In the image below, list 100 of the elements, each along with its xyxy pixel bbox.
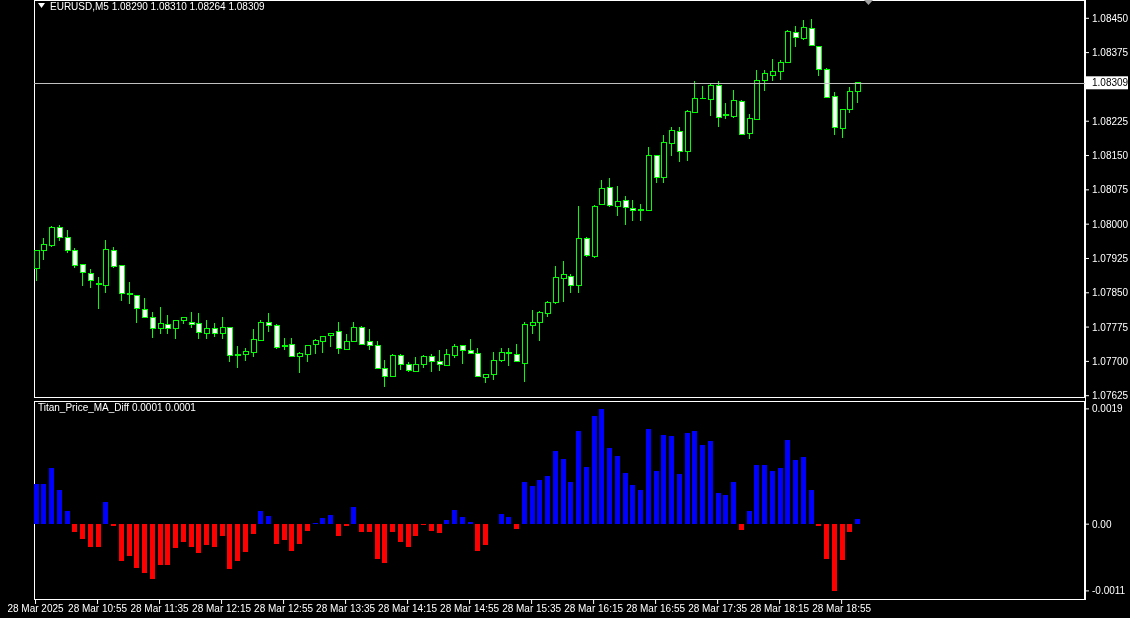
bar [359,524,364,533]
bar [739,524,744,531]
x-tick-label: 28 Mar 16:55 [626,603,686,614]
y-tick-label: 1.07700 [1092,355,1129,367]
y-tick-label: 1.07775 [1092,321,1129,333]
bar [840,524,845,560]
bar [212,524,217,548]
chart-title: EURUSD,M5 1.08290 1.08310 1.08264 1.08309 [50,1,266,12]
bar [274,524,279,545]
bar [196,524,201,554]
bar [57,489,62,525]
bar [754,465,759,525]
y-tick-label: 1.07925 [1092,252,1129,264]
bar [181,524,186,542]
bar [266,516,271,525]
y-tick-label: 1.08450 [1092,12,1129,24]
bar [731,481,736,525]
bar [568,481,573,525]
bar [677,473,682,525]
bar [785,440,790,525]
bar [847,524,852,533]
bar [382,524,387,563]
y-tick-label: 0.0019 [1092,403,1124,415]
bar [375,524,380,560]
bar [506,516,511,525]
bar [88,524,93,548]
x-tick-label: 28 Mar 13:35 [316,603,376,614]
bar [809,489,814,525]
bar [80,524,85,539]
bar [282,524,287,540]
bar [444,519,449,525]
bar [72,524,77,533]
x-tick-label: 28 Mar 15:35 [502,603,562,614]
bar [142,524,147,573]
bar [351,506,356,525]
y-tick-label: 1.07850 [1092,287,1129,299]
bar [669,436,674,525]
bar [127,524,132,556]
bar [530,485,535,525]
bar [646,428,651,525]
bar [801,457,806,525]
bar [576,431,581,525]
bar [150,524,155,579]
bar [41,483,46,525]
bar [700,445,705,525]
bar [623,472,628,525]
bar [437,524,442,534]
bar [220,524,225,537]
x-tick-label: 28 Mar 17:35 [688,603,748,614]
bar [747,510,752,525]
bar [165,524,170,565]
y-tick-label: 0.00 [1092,518,1112,530]
bar [103,501,108,525]
bar [832,524,837,591]
bar [429,524,434,531]
bar [96,524,101,548]
bar [638,489,643,525]
bar [514,524,519,530]
x-tick-label: 28 Mar 18:55 [812,603,872,614]
bar [235,524,240,562]
bar [692,431,697,525]
bar [708,441,713,525]
bar [367,524,372,533]
bar [398,524,403,542]
bar [824,524,829,560]
bar [305,524,310,532]
bar [654,470,659,525]
bar [49,468,54,525]
candlestick [87,268,94,289]
bar [522,481,527,525]
bar [65,510,70,525]
bar [778,468,783,525]
bar [204,524,209,546]
bar [475,524,480,552]
bar [630,484,635,525]
x-tick-label: 28 Mar 14:55 [440,603,500,614]
bar [483,524,488,546]
y-tick-label: 1.08375 [1092,47,1129,59]
bar [855,519,860,525]
bar [537,480,542,525]
bar [258,510,263,525]
bar [227,524,232,570]
bar [134,524,139,569]
y-tick-label: 1.08075 [1092,184,1129,196]
bar [251,524,256,534]
x-tick-label: 28 Mar 16:15 [564,603,624,614]
bar [793,460,798,525]
y-tick-label: -0.0011 [1092,585,1126,597]
bar [762,465,767,525]
bar [119,524,124,561]
bar [406,524,411,548]
x-tick-label: 28 Mar 12:15 [192,603,252,614]
x-tick-label: 28 Mar 2025 [7,603,65,614]
x-tick-label: 28 Mar 10:55 [68,603,128,614]
y-tick-label: 1.07625 [1092,390,1129,402]
ref-line-label: 1.08309 [1092,77,1129,89]
bar [452,510,457,525]
bar [723,495,728,525]
x-tick-label: 28 Mar 14:15 [378,603,438,614]
bar [243,524,248,553]
